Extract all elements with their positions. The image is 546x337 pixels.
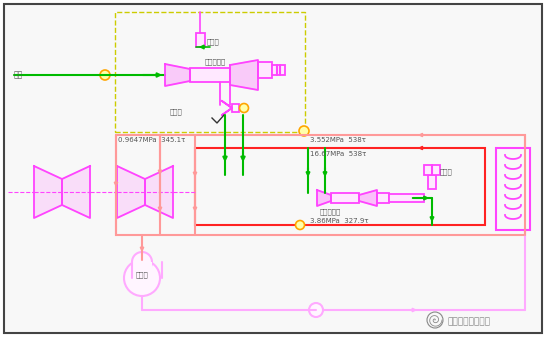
Circle shape xyxy=(240,103,248,113)
Text: 减温水: 减温水 xyxy=(440,169,453,175)
Bar xyxy=(389,194,424,202)
Bar xyxy=(232,104,239,112)
Polygon shape xyxy=(230,60,258,90)
Circle shape xyxy=(295,220,305,229)
Bar xyxy=(116,135,525,235)
Text: 除氧器: 除氧器 xyxy=(135,271,149,278)
Text: 减温水: 减温水 xyxy=(207,39,219,45)
Text: 3.86MPa  327.9τ: 3.86MPa 327.9τ xyxy=(310,218,369,224)
Bar xyxy=(195,148,485,225)
Bar xyxy=(424,165,440,175)
Polygon shape xyxy=(34,166,62,218)
Text: 清洁高效燃煤发电: 清洁高效燃煤发电 xyxy=(447,317,490,327)
Text: 0.9647MPa  345.1τ: 0.9647MPa 345.1τ xyxy=(118,137,186,143)
Polygon shape xyxy=(145,166,173,218)
Polygon shape xyxy=(359,190,377,206)
Circle shape xyxy=(124,260,160,296)
Text: 汽汽引射器: 汽汽引射器 xyxy=(204,58,225,65)
Bar xyxy=(190,68,230,82)
Circle shape xyxy=(299,126,309,136)
Bar xyxy=(115,12,305,132)
Polygon shape xyxy=(117,166,145,218)
Text: 3.552MPa  538τ: 3.552MPa 538τ xyxy=(310,137,366,143)
Bar xyxy=(331,193,359,203)
Text: 16.67MPa  538τ: 16.67MPa 538τ xyxy=(310,151,366,157)
Circle shape xyxy=(309,303,323,317)
Text: 调节阀: 调节阀 xyxy=(170,108,183,115)
Circle shape xyxy=(100,70,110,80)
Bar xyxy=(428,175,436,189)
Bar xyxy=(258,62,272,78)
Polygon shape xyxy=(165,64,190,86)
Circle shape xyxy=(132,252,152,272)
Bar xyxy=(196,33,205,47)
Text: 供热: 供热 xyxy=(14,70,23,79)
Text: 汽汽引射器: 汽汽引射器 xyxy=(319,208,341,215)
Bar xyxy=(132,262,152,278)
Bar xyxy=(377,193,389,203)
Bar xyxy=(272,65,285,75)
Polygon shape xyxy=(62,166,90,218)
Bar xyxy=(496,148,530,230)
Polygon shape xyxy=(317,190,331,206)
